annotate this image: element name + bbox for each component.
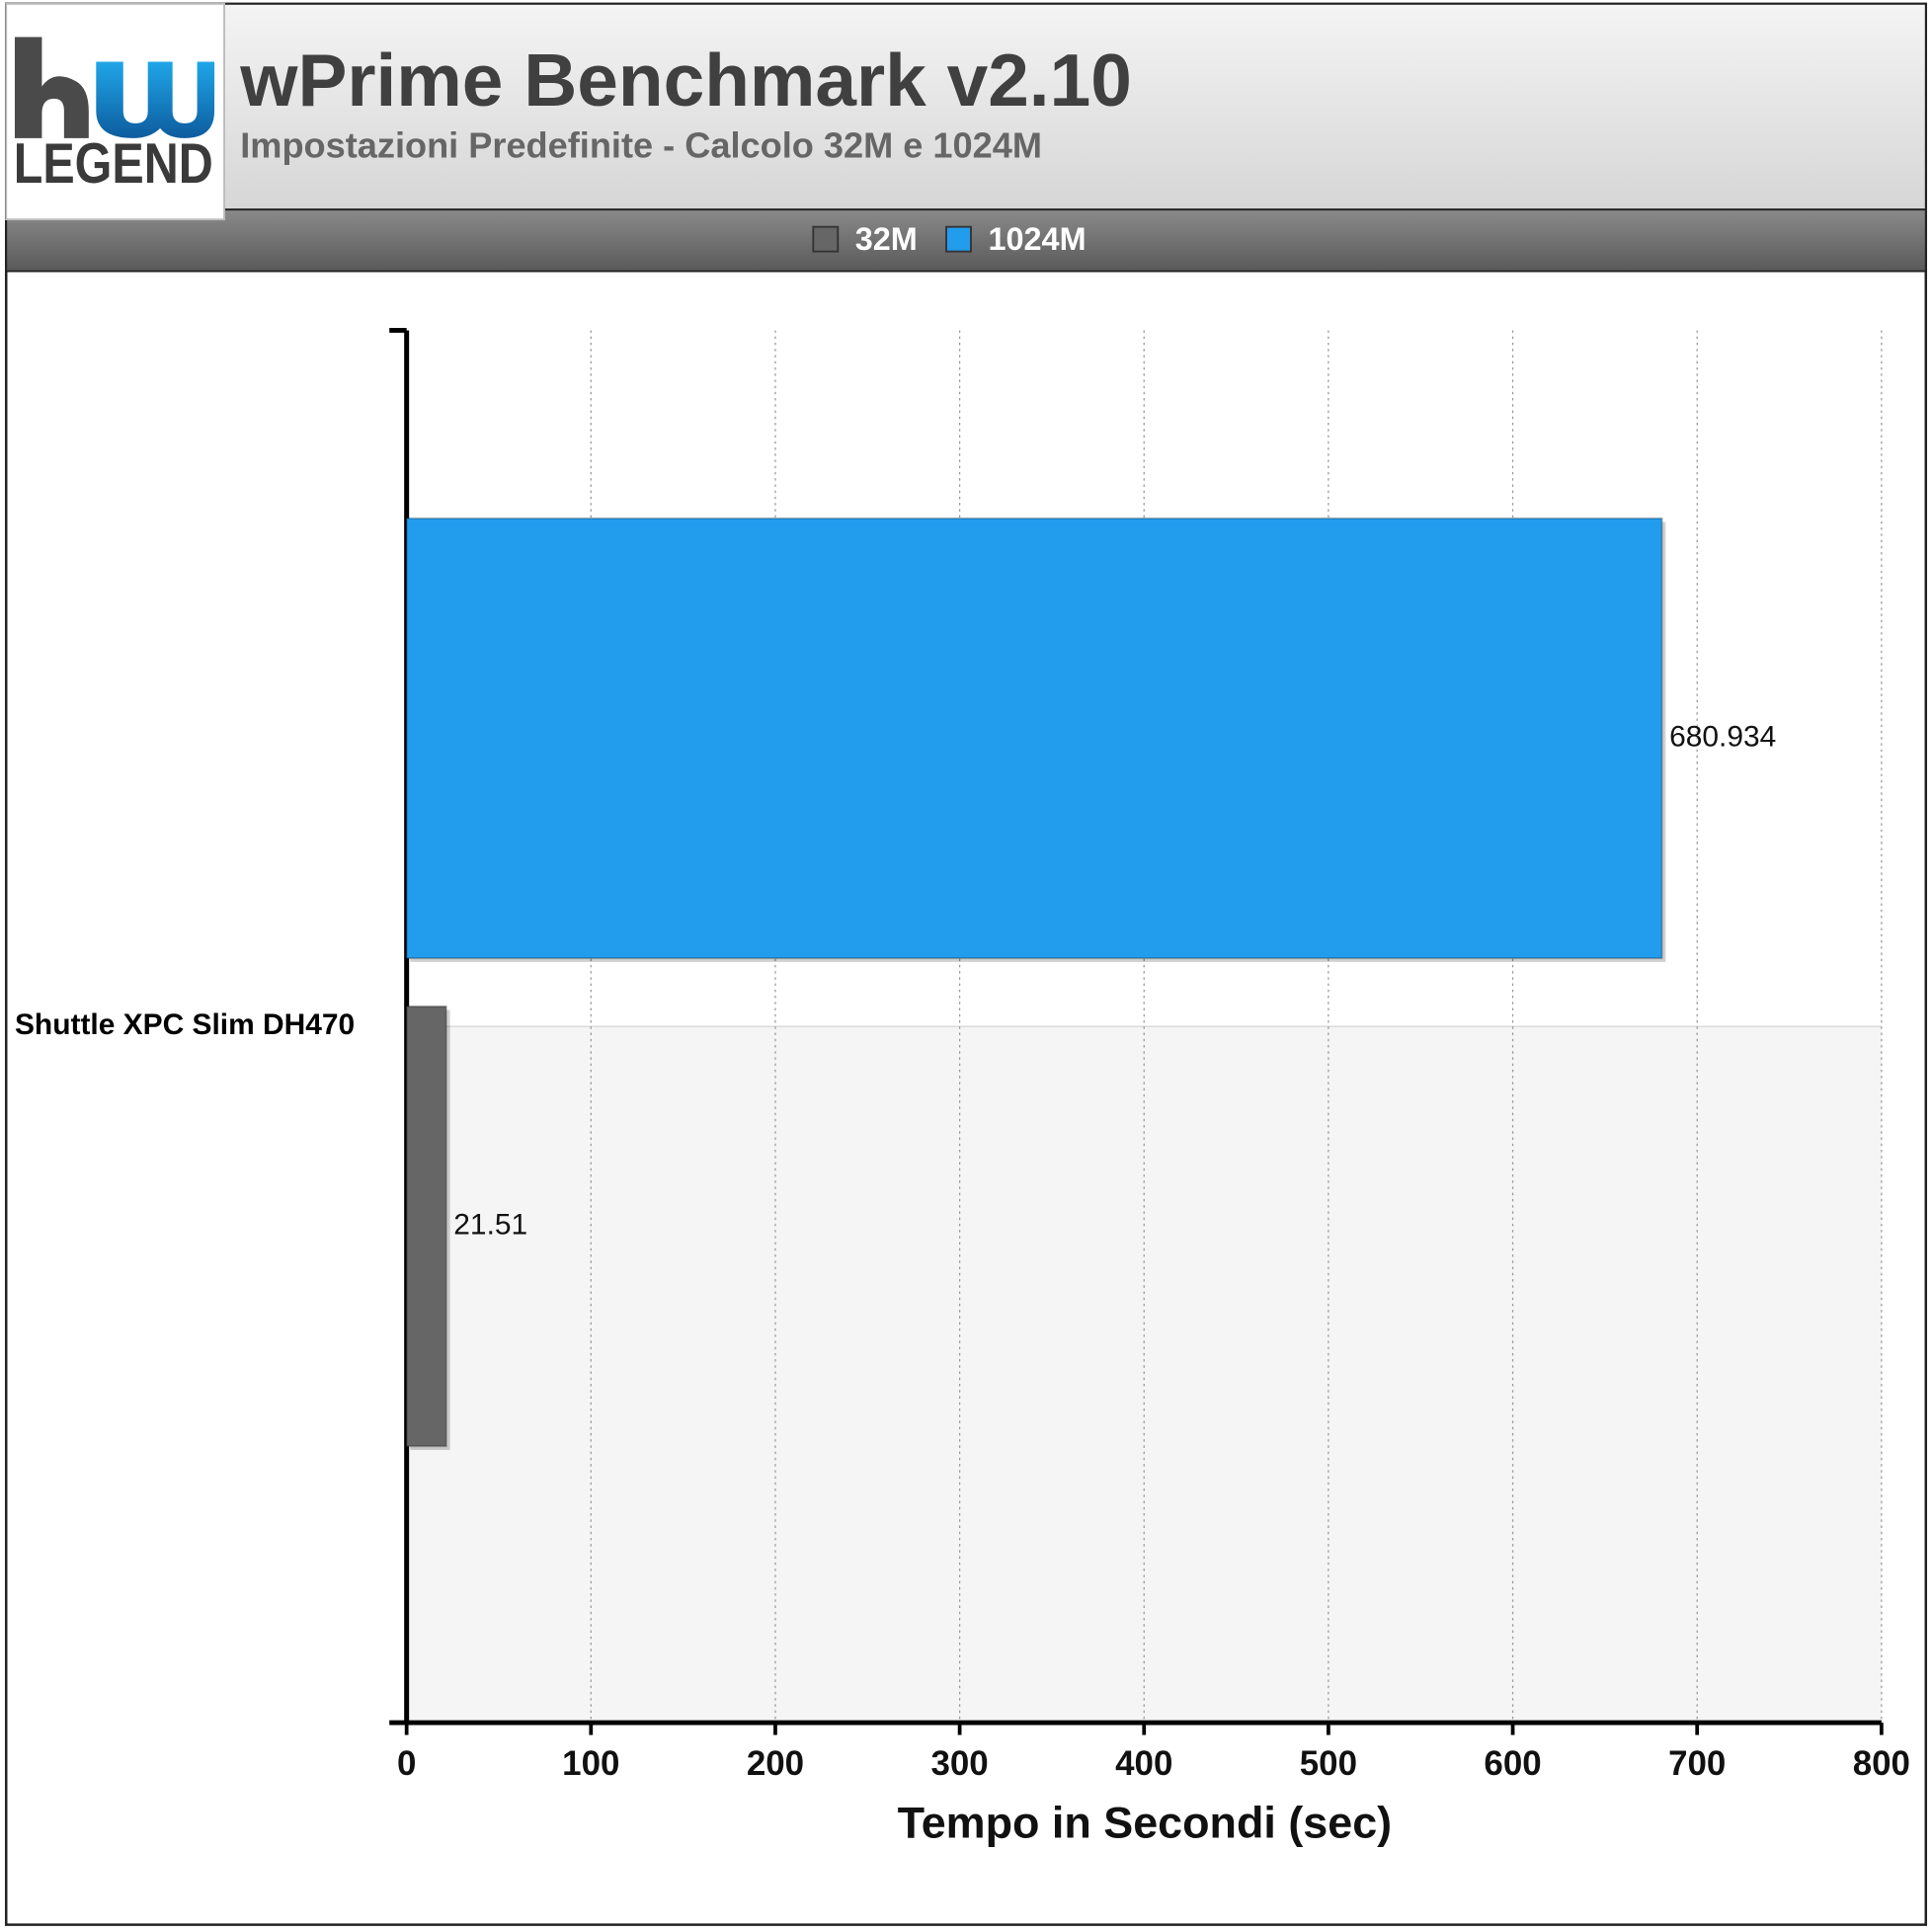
bar bbox=[405, 1005, 447, 1448]
x-tick-label: 700 bbox=[1668, 1744, 1726, 1783]
x-tick-label: 500 bbox=[1300, 1744, 1357, 1783]
x-tick-label: 100 bbox=[562, 1744, 619, 1783]
x-tick-label: 400 bbox=[1115, 1744, 1172, 1783]
logo-text: LEGEND bbox=[14, 132, 213, 196]
x-tick-label: 0 bbox=[397, 1744, 416, 1783]
legend-label: 32M bbox=[855, 221, 918, 257]
data-label: 680.934 bbox=[1669, 720, 1776, 753]
legend-label: 1024M bbox=[988, 221, 1086, 257]
logo: LEGEND bbox=[5, 2, 225, 221]
chart-title: wPrime Benchmark v2.10 bbox=[239, 39, 1132, 121]
data-label: 21.51 bbox=[453, 1208, 527, 1241]
header bbox=[5, 2, 1927, 211]
legend-swatch bbox=[945, 225, 972, 253]
x-tick-label: 200 bbox=[747, 1744, 804, 1783]
x-tick-label: 800 bbox=[1853, 1744, 1910, 1783]
x-tick-label: 600 bbox=[1484, 1744, 1541, 1783]
x-tick-label: 300 bbox=[930, 1744, 988, 1783]
chart-subtitle: Impostazioni Predefinite - Calcolo 32M e… bbox=[240, 124, 1042, 165]
legend-swatch bbox=[812, 225, 840, 253]
y-tick-label: Shuttle XPC Slim DH470 bbox=[15, 1008, 355, 1041]
bar bbox=[405, 517, 1663, 960]
x-axis-label: Tempo in Secondi (sec) bbox=[898, 1798, 1393, 1848]
